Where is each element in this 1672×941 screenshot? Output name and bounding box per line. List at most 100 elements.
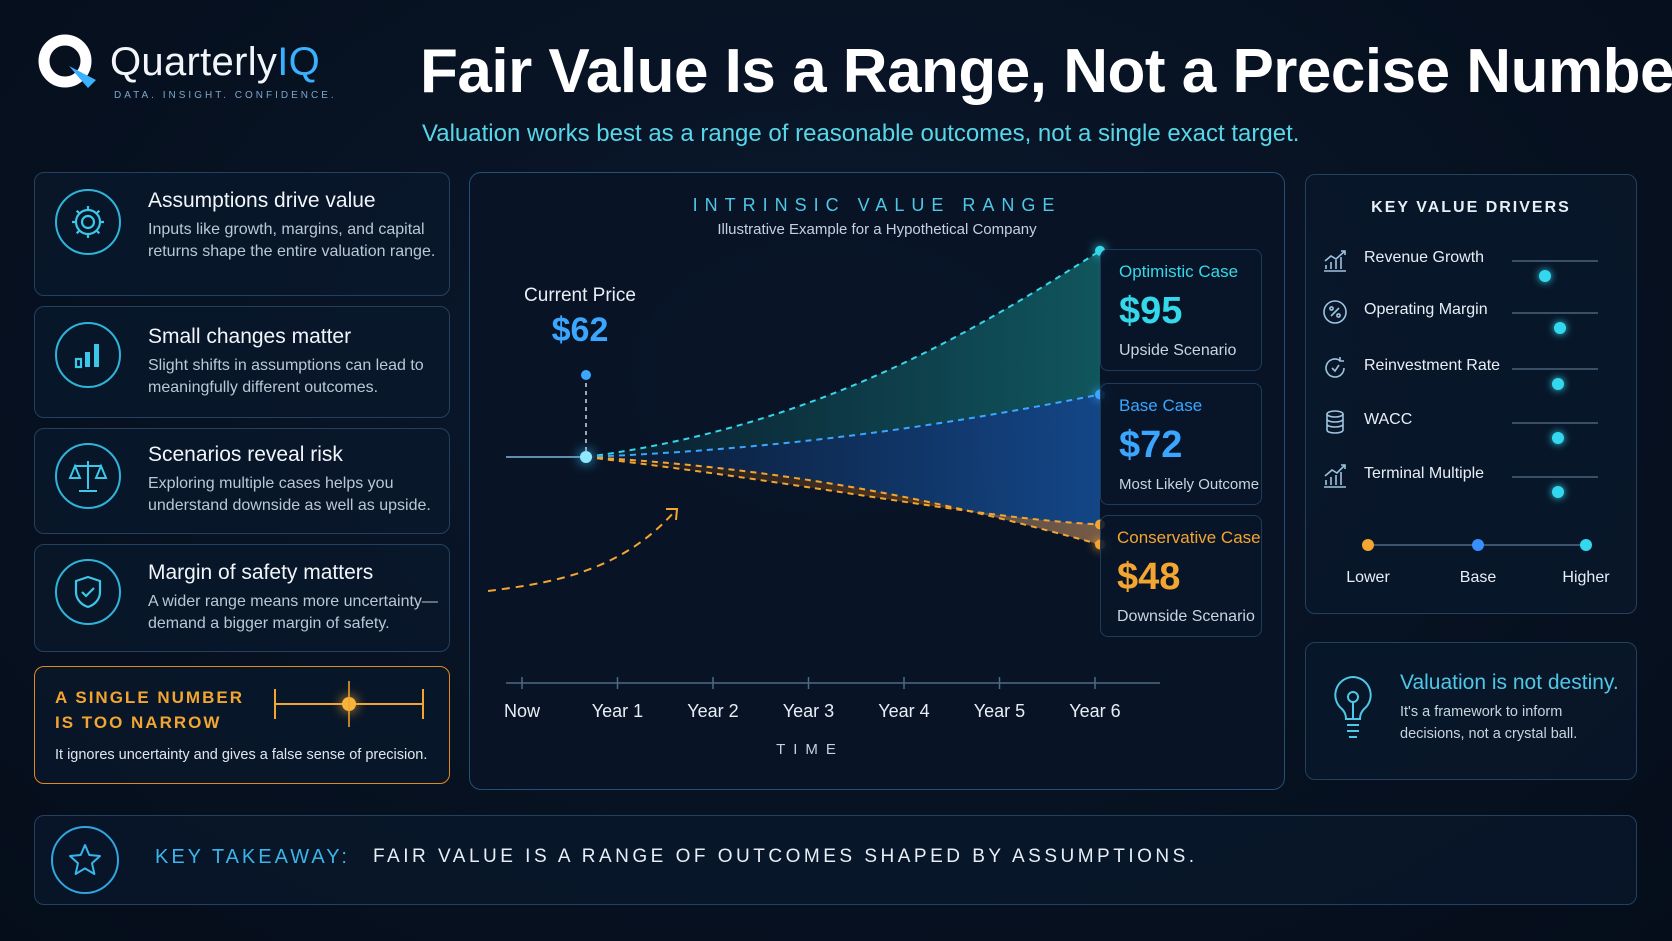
coin-stack-icon xyxy=(1326,410,1344,434)
scale-high-dot xyxy=(1580,539,1592,551)
downside-edge-line xyxy=(585,456,1101,526)
scale-low-label: Lower xyxy=(1346,569,1390,586)
driver-label: Revenue Growth xyxy=(1364,249,1485,266)
shield-check-icon xyxy=(55,559,121,625)
lightbulb-icon xyxy=(1334,675,1372,738)
driver-operating-margin: Operating Margin xyxy=(1322,297,1612,334)
drivers-title: KEY VALUE DRIVERS xyxy=(1371,199,1571,216)
arrow-head-icon xyxy=(666,508,679,521)
page-subtitle: Valuation works best as a range of reaso… xyxy=(422,120,1300,147)
card-title: Assumptions drive value xyxy=(148,189,376,212)
current-price-marker xyxy=(581,370,591,380)
chart-subtitle: Illustrative Example for a Hypothetical … xyxy=(717,221,1037,238)
brand-tagline: DATA. INSIGHT. CONFIDENCE. xyxy=(114,90,337,101)
current-price-value: $62 xyxy=(551,311,609,349)
driver-label: Terminal Multiple xyxy=(1364,465,1485,482)
x-tick-label: Year 6 xyxy=(1069,701,1121,721)
x-axis-title: TIME xyxy=(776,741,844,758)
driver-label: Operating Margin xyxy=(1364,301,1488,318)
scenario-line xyxy=(585,456,1101,546)
card-desc: Slight shifts in assumptions can lead to… xyxy=(148,357,424,396)
origin-point xyxy=(580,451,592,463)
x-tick-label: Year 1 xyxy=(591,701,644,721)
card-title: Scenarios reveal risk xyxy=(148,443,343,466)
scenario-note: Most Likely Outcome xyxy=(1119,476,1260,493)
scale-mid-dot xyxy=(1472,539,1484,551)
driver-knob[interactable] xyxy=(1552,486,1565,498)
note-title: Valuation is not destiny. xyxy=(1400,671,1619,694)
note-desc: It's a framework to inform decisions, no… xyxy=(1400,704,1578,742)
card-desc: Inputs like growth, margins, and capital… xyxy=(148,221,436,260)
driver-label: WACC xyxy=(1364,411,1413,428)
scenario-value: $72 xyxy=(1119,424,1183,466)
x-tick-label: Year 2 xyxy=(687,701,739,721)
scenario-label: Conservative Case xyxy=(1117,528,1261,547)
intrinsic-value-chart: INTRINSIC VALUE RANGE Illustrative Examp… xyxy=(469,172,1285,790)
single-number-warning: A SINGLE NUMBER IS TOO NARROW It ignores … xyxy=(34,666,450,784)
base-case-box: Base Case $72 Most Likely Outcome xyxy=(1100,383,1262,505)
driver-scale xyxy=(1362,539,1592,551)
growth-chart-icon xyxy=(1324,250,1346,272)
key-takeaway: KEY TAKEAWAY: FAIR VALUE IS A RANGE OF O… xyxy=(34,815,1637,905)
x-tick-label: Year 4 xyxy=(878,701,930,721)
current-price-callout: Current Price $62 xyxy=(510,285,650,350)
card-assumptions: Assumptions drive value Inputs like grow… xyxy=(34,172,450,296)
optimistic-case-box: Optimistic Case $95 Upside Scenario xyxy=(1100,249,1262,371)
scenario-line xyxy=(585,249,1101,458)
percent-icon xyxy=(1323,300,1347,324)
gear-icon xyxy=(55,189,121,255)
driver-wacc: WACC xyxy=(1322,407,1612,444)
takeaway-label: KEY TAKEAWAY: xyxy=(155,846,350,868)
q-logo-icon xyxy=(38,34,96,88)
scenario-label: Optimistic Case xyxy=(1119,262,1239,281)
driver-revenue-growth: Revenue Growth xyxy=(1322,245,1612,282)
driver-track xyxy=(1512,422,1598,444)
driver-label: Reinvestment Rate xyxy=(1364,357,1501,374)
bar-chart-icon xyxy=(55,322,121,388)
current-price-label: Current Price xyxy=(524,285,636,306)
driver-knob[interactable] xyxy=(1552,378,1565,390)
driver-track xyxy=(1512,260,1598,282)
scenario-label: Base Case xyxy=(1119,396,1203,415)
card-title: Margin of safety matters xyxy=(148,561,374,584)
conservative-case-box: Conservative Case $48 Downside Scenario xyxy=(1100,515,1262,637)
x-tick-label: Now xyxy=(503,701,540,721)
trend-arrow xyxy=(487,510,676,592)
star-icon xyxy=(51,826,119,894)
page-title: Fair Value Is a Range, Not a Precise Num… xyxy=(420,37,1672,106)
driver-knob[interactable] xyxy=(1552,432,1565,444)
card-title: Small changes matter xyxy=(148,325,352,348)
x-tick-label: Year 5 xyxy=(973,701,1026,721)
brand-name: QuarterlyIQ xyxy=(110,40,321,84)
narrow-range-icon xyxy=(274,681,424,727)
driver-terminal-multiple: Terminal Multiple xyxy=(1322,461,1612,498)
scales-icon xyxy=(55,443,121,509)
driver-knob[interactable] xyxy=(1554,322,1567,334)
card-small-changes: Small changes matter Slight shifts in as… xyxy=(34,306,450,418)
scenario-value: $95 xyxy=(1119,290,1183,332)
card-desc: A wider range means more uncertainty—dem… xyxy=(148,593,438,632)
driver-reinvestment-rate: Reinvestment Rate xyxy=(1322,353,1612,390)
scenario-note: Downside Scenario xyxy=(1117,608,1255,625)
scenario-band xyxy=(586,394,1100,545)
warning-desc: It ignores uncertainty and gives a false… xyxy=(55,747,428,763)
scenario-band xyxy=(586,250,1100,457)
scenario-line xyxy=(585,393,1101,458)
valuation-note: Valuation is not destiny. It's a framewo… xyxy=(1305,642,1637,780)
brand-logo: QuarterlyIQ DATA. INSIGHT. CONFIDENCE. xyxy=(36,30,366,110)
card-desc: Exploring multiple cases helps you under… xyxy=(148,475,431,514)
driver-track xyxy=(1512,312,1598,334)
driver-knob[interactable] xyxy=(1538,270,1551,282)
scale-mid-label: Base xyxy=(1459,569,1497,586)
card-scenarios: Scenarios reveal risk Exploring multiple… xyxy=(34,428,450,534)
card-margin-safety: Margin of safety matters A wider range m… xyxy=(34,544,450,652)
scale-low-dot xyxy=(1362,539,1374,551)
warning-title: A SINGLE NUMBER IS TOO NARROW xyxy=(55,688,244,732)
takeaway-text: FAIR VALUE IS A RANGE OF OUTCOMES SHAPED… xyxy=(373,846,1198,867)
scenario-value: $48 xyxy=(1117,556,1181,598)
driver-track xyxy=(1512,476,1598,498)
scenario-note: Upside Scenario xyxy=(1119,342,1237,359)
scale-high-label: Higher xyxy=(1562,569,1610,586)
x-tick-label: Year 3 xyxy=(782,701,835,721)
driver-track xyxy=(1512,368,1598,390)
